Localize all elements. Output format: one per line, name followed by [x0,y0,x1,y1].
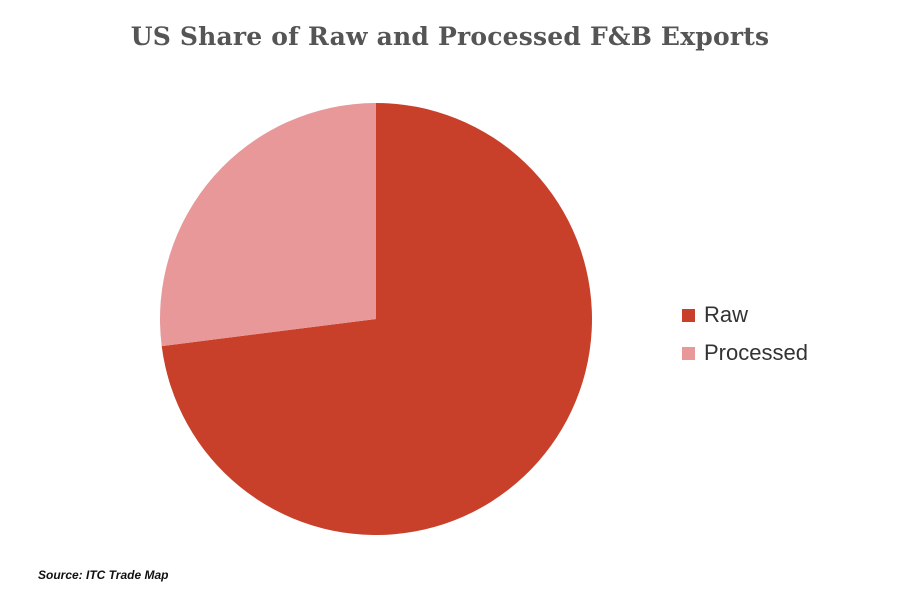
pie-slice-raw[interactable] [161,103,592,535]
source-note: Source: ITC Trade Map [38,568,169,582]
legend-item-processed[interactable]: Processed [682,334,808,372]
legend-item-raw[interactable]: Raw [682,296,808,334]
legend-swatch-raw [682,308,695,322]
legend-label-processed: Processed [704,340,808,365]
legend-label-raw: Raw [704,302,749,327]
legend: Raw Processed [682,296,808,372]
legend-swatch-processed [682,346,695,360]
chart-title: US Share of Raw and Processed F&B Export… [130,22,770,51]
pie-slice-processed[interactable] [160,103,376,347]
